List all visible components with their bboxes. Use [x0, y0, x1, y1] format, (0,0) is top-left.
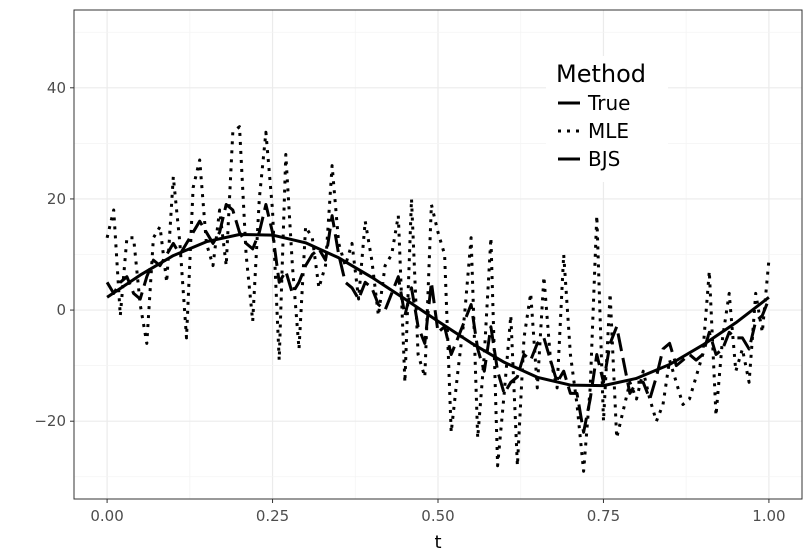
legend: Method True MLE BJS [546, 56, 668, 182]
legend-background [546, 56, 668, 182]
x-axis-title: t [434, 532, 441, 553]
axis-ticks: 0.00 0.25 0.50 0.75 1.00 −20 0 20 40 [34, 79, 785, 525]
legend-items: True MLE BJS [558, 91, 630, 171]
grid-lines [74, 10, 802, 499]
y-tick-label: 20 [47, 190, 66, 208]
x-tick-label: 0.25 [256, 507, 289, 525]
x-tick-label: 1.00 [752, 507, 785, 525]
y-tick-label: −20 [34, 412, 66, 430]
x-tick-label: 0.75 [587, 507, 620, 525]
legend-label-bjs: BJS [588, 147, 620, 171]
y-tick-label: 40 [47, 79, 66, 97]
x-tick-label: 0.50 [421, 507, 454, 525]
y-tick-label: 0 [56, 301, 66, 319]
series-layer [105, 125, 771, 473]
legend-label-true: True [587, 91, 630, 115]
legend-title: Method [556, 60, 646, 88]
series-line-true [106, 233, 770, 388]
series-line-mle [105, 125, 771, 473]
legend-label-mle: MLE [588, 119, 629, 143]
x-tick-label: 0.00 [90, 507, 123, 525]
